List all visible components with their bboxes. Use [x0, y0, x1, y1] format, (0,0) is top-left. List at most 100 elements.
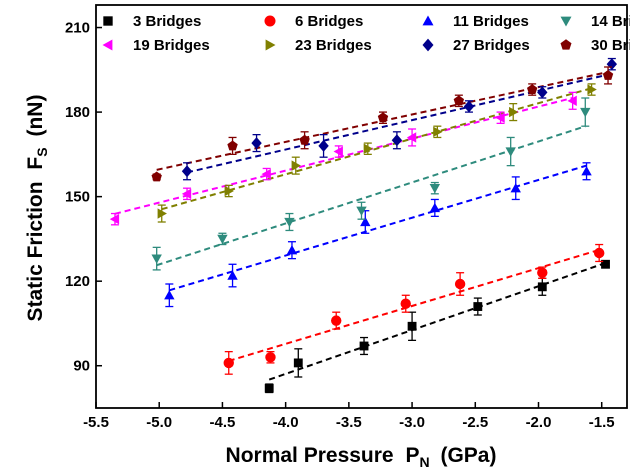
data-point: [606, 58, 618, 71]
data-point: [151, 254, 162, 264]
data-point: [227, 140, 238, 151]
plot-frame: [95, 4, 628, 409]
data-point: [377, 112, 389, 123]
data-point: [537, 267, 548, 278]
legend-marker: [264, 15, 276, 27]
legend-label: 3 Bridges: [133, 13, 201, 30]
data-point: [407, 321, 417, 331]
y-axis-label: Static Friction FS (nN): [24, 95, 52, 322]
data-point: [264, 383, 274, 393]
data-point: [224, 185, 234, 197]
data-point: [157, 208, 167, 219]
data-point: [580, 107, 591, 118]
data-point: [293, 358, 303, 368]
legend-marker: [265, 39, 276, 51]
legend-marker: [422, 15, 434, 26]
legend-label: 23 Bridges: [295, 37, 372, 54]
legend: 3 Bridges 6 Bridges 11 Bridges 14 Bridges 19…: [102, 13, 630, 54]
data-point: [601, 259, 610, 269]
data-point: [217, 234, 228, 245]
data-point: [537, 282, 547, 292]
data-point: [453, 95, 465, 106]
y-axis-label-unit: (nN): [24, 95, 47, 137]
data-point: [251, 137, 262, 150]
data-point: [333, 146, 343, 157]
legend-label: 27 Bridges: [453, 37, 530, 54]
legend-marker: [102, 39, 113, 51]
y-axis-label-symbol: F: [24, 157, 47, 170]
data-point: [400, 298, 411, 309]
data-point: [454, 278, 466, 290]
data-point: [109, 213, 120, 225]
data-point: [181, 188, 192, 200]
legend-label: 11 Bridges: [453, 13, 529, 30]
data-point: [602, 69, 614, 80]
data-point: [473, 302, 483, 311]
data-point: [463, 100, 475, 113]
data-point: [223, 357, 234, 369]
y-tick-label: 210: [65, 20, 90, 37]
x-tick-label: -5.5: [83, 414, 109, 431]
legend-marker: [103, 16, 113, 26]
data-point: [581, 166, 592, 176]
data-point: [331, 315, 342, 326]
data-point: [587, 84, 597, 95]
data-point: [510, 182, 521, 193]
x-tick-label: -3.0: [399, 414, 425, 431]
x-tick-label: -2.0: [526, 414, 552, 431]
legend-label: 19 Bridges: [133, 37, 210, 54]
data-point: [567, 95, 577, 107]
data-point: [318, 139, 329, 152]
y-tick-label: 120: [65, 273, 90, 290]
legend-label: 14 Bridges: [591, 13, 630, 30]
data-point: [181, 165, 193, 178]
x-axis-label: Normal Pressure PN (GPa): [226, 444, 497, 471]
data-point: [593, 247, 605, 259]
fit-line: [186, 72, 613, 174]
legend-marker: [422, 38, 434, 52]
legend-label: 6 Bridges: [295, 13, 363, 30]
x-tick-label: -2.5: [462, 414, 488, 431]
legend-label: 30 Bridges: [591, 37, 630, 54]
data-point: [363, 143, 374, 154]
data-point: [164, 290, 175, 300]
data-point: [505, 147, 516, 157]
fit-line: [228, 248, 600, 362]
x-axis-label-text: Normal Pressure: [226, 444, 394, 467]
x-tick-label: -5.0: [146, 414, 172, 431]
data-point: [359, 341, 369, 351]
data-point: [406, 132, 417, 143]
data-point: [360, 216, 371, 227]
data-point: [537, 86, 548, 99]
data-point: [151, 171, 162, 182]
data-point: [509, 106, 519, 118]
data-point: [284, 217, 295, 228]
fit-line: [161, 87, 592, 211]
y-axis-label-text: Static Friction: [24, 181, 47, 321]
x-tick-label: -3.5: [336, 414, 362, 431]
y-tick-label: 180: [65, 104, 90, 121]
data-point: [391, 134, 403, 147]
data-point: [429, 202, 441, 213]
data-point: [265, 352, 276, 363]
y-axis-label-subscript: S: [34, 147, 50, 156]
x-tick-label: -4.0: [273, 414, 299, 431]
legend-marker: [560, 16, 572, 27]
y-tick-label: 150: [65, 189, 90, 206]
data-point: [261, 168, 271, 180]
axis-ticks: -5.5 -5.0 -4.5 -4.0 -3.5 -3.0 -2.5 -2.0 -1.5 90 12…: [65, 20, 615, 431]
legend-marker: [560, 39, 572, 50]
y-tick-label: 90: [73, 358, 90, 375]
x-axis-label-symbol: P: [405, 444, 419, 467]
data-point: [291, 160, 301, 171]
data-points: [109, 57, 618, 394]
fit-line: [268, 262, 606, 381]
x-tick-label: -1.5: [589, 414, 615, 431]
data-point: [526, 84, 538, 94]
data-point: [286, 244, 298, 255]
data-point: [227, 270, 238, 280]
data-point: [299, 134, 310, 145]
data-point: [356, 206, 367, 216]
data-point: [495, 112, 505, 123]
